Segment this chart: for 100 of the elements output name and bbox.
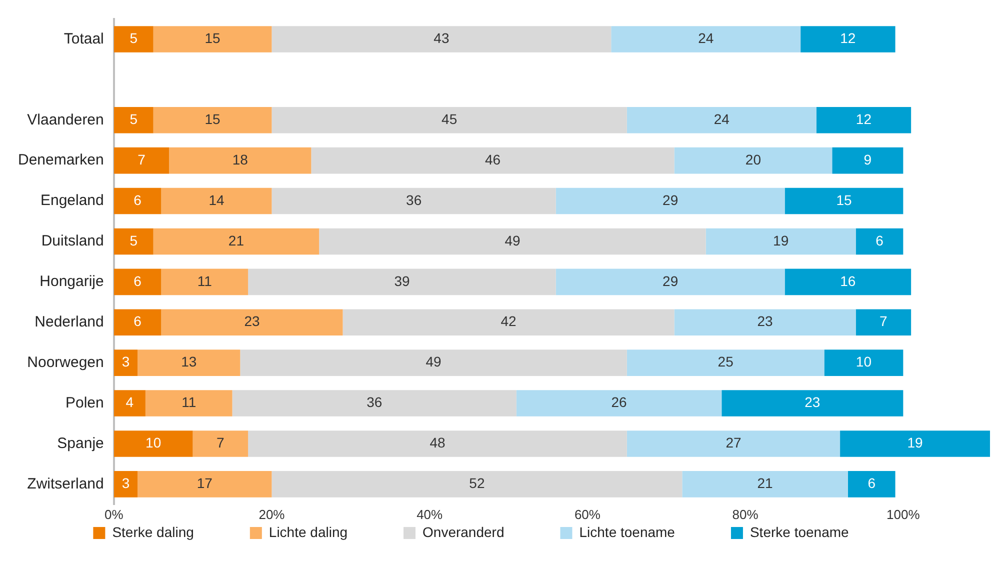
- data-label: 10: [856, 354, 872, 370]
- y-tick-label: Polen: [66, 394, 104, 412]
- data-label: 29: [662, 192, 678, 208]
- bar: [856, 228, 904, 255]
- bar: [516, 390, 722, 416]
- y-tick-label: Totaal: [64, 30, 104, 48]
- data-label: 29: [662, 272, 678, 289]
- bar: [248, 268, 556, 296]
- data-label: 26: [611, 394, 628, 410]
- data-label: 19: [907, 434, 924, 451]
- bar: [682, 471, 848, 498]
- bar: [784, 268, 912, 296]
- data-label: 23: [804, 394, 820, 410]
- data-label: 45: [442, 110, 458, 127]
- data-label: 19: [773, 232, 789, 248]
- legend-label: Lichte toename: [579, 524, 731, 540]
- data-label: 21: [757, 475, 774, 492]
- data-label: 52: [469, 475, 485, 492]
- data-label: 9: [864, 151, 872, 168]
- y-tick-label: Denemarken: [18, 152, 104, 169]
- bar: [114, 430, 193, 457]
- x-tick-label: 40%: [416, 506, 444, 522]
- x-tick-label: 0%: [104, 506, 124, 522]
- bar: [114, 228, 154, 255]
- bar: [240, 350, 627, 376]
- bar: [319, 228, 706, 255]
- bar: [272, 26, 612, 52]
- data-label: 16: [840, 272, 856, 289]
- y-tick-label: Nederland: [34, 314, 104, 331]
- data-label: 12: [840, 30, 856, 46]
- bar: [161, 309, 343, 336]
- bar: [706, 228, 856, 255]
- bar: [161, 268, 248, 296]
- y-tick-label: Hongarije: [40, 273, 104, 290]
- bar: [832, 147, 904, 174]
- bar: [169, 147, 312, 174]
- bar: [626, 430, 840, 457]
- bar: [722, 390, 904, 416]
- data-label: 25: [718, 354, 734, 370]
- bar: [816, 106, 912, 134]
- data-label: 13: [181, 354, 197, 370]
- bar: [311, 147, 674, 174]
- bar: [824, 350, 904, 376]
- data-label: 24: [714, 110, 730, 127]
- x-tick-label: 60%: [574, 506, 601, 522]
- data-label: 6: [134, 272, 142, 289]
- bar: [114, 350, 138, 376]
- bar: [611, 26, 801, 52]
- x-tick-label: 100%: [886, 506, 920, 522]
- bar: [272, 188, 556, 214]
- bar: [784, 188, 904, 214]
- x-tick-label: 80%: [732, 506, 759, 522]
- x-tick-label: 20%: [258, 506, 286, 522]
- legend-label: Onveranderd: [422, 524, 560, 540]
- bar: [145, 390, 232, 416]
- data-label: 15: [204, 30, 221, 46]
- data-label: 11: [182, 394, 196, 410]
- data-label: 3: [122, 475, 130, 492]
- data-label: 5: [130, 110, 138, 127]
- data-label: 24: [698, 30, 714, 46]
- data-label: 42: [500, 313, 517, 330]
- data-label: 21: [228, 232, 244, 248]
- data-label: 4: [126, 394, 134, 410]
- data-label: 23: [757, 313, 774, 330]
- data-label: 3: [122, 354, 130, 370]
- bar: [626, 350, 824, 376]
- bar: [138, 471, 272, 498]
- bar: [114, 147, 170, 174]
- y-tick-label: Engeland: [40, 192, 104, 210]
- bar: [114, 390, 146, 416]
- bar: [556, 188, 785, 214]
- data-label: 15: [836, 192, 852, 208]
- bar: [114, 106, 154, 134]
- data-label: 6: [876, 232, 884, 248]
- data-label: 39: [394, 272, 410, 289]
- data-label: 49: [426, 354, 442, 370]
- data-label: 49: [504, 232, 520, 248]
- data-label: 6: [134, 192, 142, 208]
- bar: [114, 268, 162, 296]
- data-label: 43: [434, 30, 450, 46]
- data-label: 12: [856, 110, 872, 127]
- legend-label: Sterke toename: [750, 524, 905, 540]
- bar: [138, 350, 240, 376]
- bar: [840, 430, 990, 457]
- data-label: 7: [138, 151, 146, 168]
- bar: [674, 147, 832, 174]
- y-tick-label: Noorwegen: [27, 354, 104, 371]
- bar: [556, 268, 785, 296]
- bar: [114, 309, 162, 336]
- bar: [232, 390, 516, 416]
- data-label: 27: [726, 434, 742, 451]
- data-label: 18: [232, 151, 248, 168]
- data-label: 48: [430, 434, 446, 451]
- data-label: 20: [745, 151, 762, 168]
- data-label: 7: [216, 434, 225, 451]
- bar: [248, 430, 627, 457]
- bar: [153, 228, 320, 255]
- bar: [856, 309, 912, 336]
- data-label: 6: [868, 475, 876, 492]
- y-tick-label: Spanje: [57, 434, 104, 452]
